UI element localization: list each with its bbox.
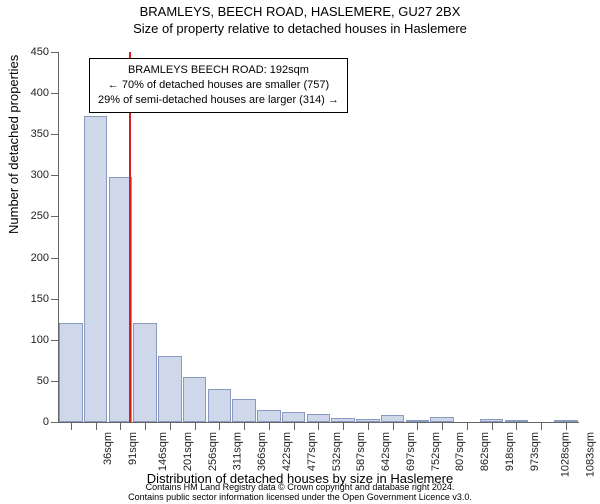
annotation-box: BRAMLEYS BEECH ROAD: 192sqm← 70% of deta… <box>89 58 348 113</box>
y-tick-label: 100 <box>31 334 49 346</box>
chart-subtitle: Size of property relative to detached ho… <box>0 21 600 36</box>
x-tick <box>467 422 468 430</box>
x-tick-label: 532sqm <box>331 432 343 471</box>
x-tick-label: 36sqm <box>102 432 114 465</box>
x-tick <box>492 422 493 430</box>
x-tick <box>343 422 344 430</box>
y-tick <box>51 175 59 176</box>
x-tick <box>195 422 196 430</box>
y-tick <box>51 340 59 341</box>
footer-line1: Contains HM Land Registry data © Crown c… <box>0 482 600 492</box>
x-tick-label: 587sqm <box>356 432 368 471</box>
chart-container: BRAMLEYS, BEECH ROAD, HASLEMERE, GU27 2B… <box>0 4 600 504</box>
x-tick <box>71 422 72 430</box>
x-tick <box>318 422 319 430</box>
y-tick-label: 150 <box>31 293 49 305</box>
y-tick-label: 300 <box>31 169 49 181</box>
histogram-bar <box>282 412 306 422</box>
x-tick-label: 862sqm <box>479 432 491 471</box>
y-axis-label: Number of detached properties <box>6 55 21 234</box>
x-tick-label: 256sqm <box>207 432 219 471</box>
histogram-bar <box>84 116 108 422</box>
x-tick <box>244 422 245 430</box>
x-tick <box>541 422 542 430</box>
histogram-bar <box>257 410 281 422</box>
x-tick <box>120 422 121 430</box>
x-tick-label: 973sqm <box>529 432 541 471</box>
y-tick <box>51 258 59 259</box>
x-tick-label: 918sqm <box>504 432 516 471</box>
histogram-bar <box>208 389 232 422</box>
x-tick <box>393 422 394 430</box>
y-tick-label: 200 <box>31 252 49 264</box>
x-tick-label: 366sqm <box>256 432 268 471</box>
chart-title: BRAMLEYS, BEECH ROAD, HASLEMERE, GU27 2B… <box>0 4 600 19</box>
y-tick-label: 400 <box>31 87 49 99</box>
x-tick <box>170 422 171 430</box>
x-tick-label: 807sqm <box>455 432 467 471</box>
x-tick <box>269 422 270 430</box>
x-tick <box>145 422 146 430</box>
x-tick <box>96 422 97 430</box>
footer-line2: Contains public sector information licen… <box>0 492 600 502</box>
x-tick <box>442 422 443 430</box>
annotation-line: ← 70% of detached houses are smaller (75… <box>98 78 339 93</box>
x-tick <box>219 422 220 430</box>
x-tick-label: 752sqm <box>430 432 442 471</box>
x-tick <box>417 422 418 430</box>
histogram-bar <box>59 323 83 422</box>
x-tick-label: 422sqm <box>281 432 293 471</box>
x-tick <box>294 422 295 430</box>
chart-footer: Contains HM Land Registry data © Crown c… <box>0 482 600 502</box>
histogram-bar <box>133 323 157 422</box>
y-tick-label: 50 <box>37 375 49 387</box>
annotation-line: BRAMLEYS BEECH ROAD: 192sqm <box>98 63 339 78</box>
x-tick-label: 146sqm <box>157 432 169 471</box>
x-tick-label: 201sqm <box>182 432 194 471</box>
y-tick-label: 450 <box>31 46 49 58</box>
x-tick-label: 697sqm <box>405 432 417 471</box>
x-tick-label: 477sqm <box>306 432 318 471</box>
histogram-bar <box>307 414 331 422</box>
annotation-line: 29% of semi-detached houses are larger (… <box>98 93 339 108</box>
y-tick-label: 0 <box>43 416 49 428</box>
y-tick <box>51 381 59 382</box>
x-tick <box>516 422 517 430</box>
y-tick-label: 350 <box>31 128 49 140</box>
x-tick-label: 642sqm <box>380 432 392 471</box>
x-tick <box>368 422 369 430</box>
y-tick <box>51 216 59 217</box>
y-tick <box>51 299 59 300</box>
x-tick-label: 311sqm <box>231 432 243 470</box>
y-tick <box>51 52 59 53</box>
y-tick <box>51 93 59 94</box>
y-tick <box>51 422 59 423</box>
plot-area: 05010015020025030035040045036sqm91sqm146… <box>58 52 579 423</box>
y-tick <box>51 134 59 135</box>
y-tick-label: 250 <box>31 210 49 222</box>
x-tick-label: 91sqm <box>127 432 139 465</box>
histogram-bar <box>158 356 182 422</box>
histogram-bar <box>232 399 256 422</box>
x-tick <box>566 422 567 430</box>
histogram-bar <box>183 377 207 422</box>
